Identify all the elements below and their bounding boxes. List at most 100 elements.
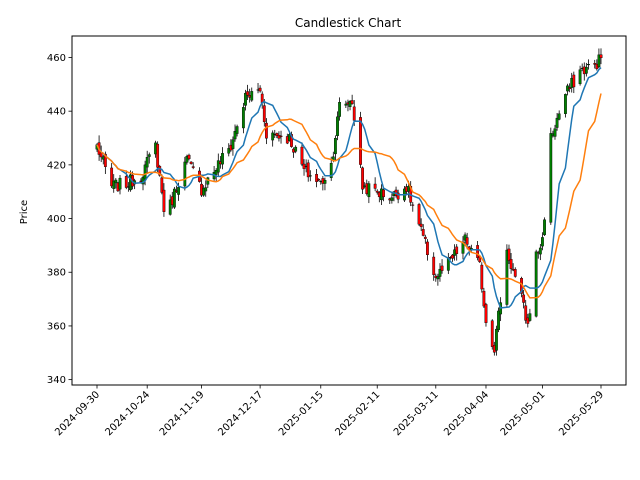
candle-body bbox=[438, 268, 442, 277]
candle-body bbox=[451, 254, 454, 259]
candle-body bbox=[513, 269, 517, 277]
candle-body bbox=[375, 190, 379, 193]
candle-body bbox=[344, 103, 348, 106]
candle-body bbox=[334, 138, 337, 155]
x-tick-label: 2024-10-24 bbox=[103, 389, 152, 438]
long-moving-average-line bbox=[96, 93, 602, 299]
candle-body bbox=[522, 294, 526, 303]
candle-body bbox=[235, 126, 239, 134]
candle-body bbox=[455, 246, 459, 254]
candle-body bbox=[300, 146, 304, 165]
candle-body bbox=[348, 101, 352, 108]
candle-body bbox=[214, 170, 218, 175]
candle-body bbox=[421, 229, 425, 236]
candle-body bbox=[509, 259, 513, 269]
candle-body bbox=[338, 102, 341, 117]
candle-body bbox=[221, 153, 224, 165]
candle-body bbox=[390, 197, 394, 201]
candle-body bbox=[599, 54, 603, 59]
candle-body bbox=[145, 157, 149, 168]
candle-body bbox=[185, 156, 189, 163]
y-axis: 340 360 380 400 420 440 460 bbox=[47, 53, 72, 386]
candle-body bbox=[258, 87, 262, 92]
candle-body bbox=[541, 237, 544, 247]
candle-body bbox=[294, 146, 298, 152]
candle-body bbox=[476, 245, 480, 258]
candle-body bbox=[279, 135, 283, 137]
candle-body bbox=[227, 148, 231, 154]
x-tick-label: 2025-04-04 bbox=[442, 389, 491, 438]
candle-body bbox=[189, 161, 193, 164]
candle-body bbox=[382, 189, 385, 198]
x-tick-label: 2025-05-29 bbox=[557, 389, 606, 438]
x-tick-label: 2025-01-15 bbox=[277, 389, 326, 438]
candle-body bbox=[114, 179, 118, 184]
candle-body bbox=[264, 122, 268, 139]
candle-body bbox=[246, 91, 249, 96]
y-tick-label: 420 bbox=[47, 160, 66, 171]
candle-body bbox=[396, 192, 400, 200]
candle-body bbox=[507, 248, 511, 261]
candle-body bbox=[168, 199, 172, 215]
x-tick-label: 2025-02-11 bbox=[333, 389, 382, 438]
candle-body bbox=[534, 251, 538, 317]
candle-body bbox=[543, 219, 546, 236]
candle-body bbox=[572, 74, 576, 88]
x-tick-label: 2024-09-30 bbox=[53, 389, 102, 438]
moving-average-lines bbox=[96, 67, 602, 309]
candle-body bbox=[147, 154, 151, 157]
candle-body bbox=[482, 290, 486, 307]
x-axis: 2024-09-30 2024-10-24 2024-11-19 2024-12-17… bbox=[53, 385, 606, 438]
candle-body bbox=[124, 176, 128, 188]
candle-body bbox=[233, 131, 237, 140]
y-tick-label: 440 bbox=[47, 107, 66, 118]
candle-body bbox=[484, 304, 488, 323]
candle-body bbox=[118, 177, 122, 190]
candle-body bbox=[352, 106, 356, 121]
candle-body bbox=[524, 305, 528, 321]
candle-body bbox=[317, 178, 321, 181]
candle-body bbox=[323, 180, 327, 184]
candle-body bbox=[419, 223, 423, 227]
candle-body bbox=[262, 105, 266, 123]
candle-body bbox=[216, 160, 220, 173]
candle-body bbox=[361, 167, 364, 190]
candle-body bbox=[329, 163, 333, 178]
candle-body bbox=[241, 107, 245, 129]
candle-body bbox=[112, 180, 116, 189]
short-moving-average-line bbox=[96, 67, 602, 309]
candle-body bbox=[564, 94, 567, 114]
candle-body bbox=[308, 175, 312, 177]
y-tick-label: 360 bbox=[47, 321, 66, 332]
y-tick-label: 460 bbox=[47, 53, 66, 64]
y-tick-label: 400 bbox=[47, 214, 66, 225]
candle-body bbox=[597, 54, 601, 68]
candle-body bbox=[359, 117, 362, 165]
candle-body bbox=[367, 183, 371, 198]
candle-body bbox=[231, 139, 235, 149]
candle-body bbox=[244, 92, 247, 106]
candle-body bbox=[250, 91, 254, 101]
candle-body bbox=[158, 166, 162, 176]
y-tick-label: 340 bbox=[47, 375, 66, 386]
candle-body bbox=[578, 69, 582, 85]
candle-body bbox=[315, 174, 318, 182]
candle-body bbox=[584, 66, 588, 74]
candle-body bbox=[538, 247, 542, 255]
candle-body bbox=[505, 249, 509, 305]
candle-body bbox=[204, 187, 208, 192]
chart-title: Candlestick Chart bbox=[295, 16, 402, 30]
candle-body bbox=[187, 154, 191, 160]
candle-body bbox=[557, 113, 561, 120]
candle-body bbox=[306, 162, 310, 178]
candle-body bbox=[528, 313, 532, 321]
candle-body bbox=[549, 133, 553, 223]
x-tick-label: 2025-03-11 bbox=[392, 389, 441, 438]
candle-body bbox=[110, 167, 114, 187]
candle-body bbox=[465, 237, 469, 245]
candle-body bbox=[497, 310, 500, 330]
candle-body bbox=[553, 128, 557, 137]
candle-body bbox=[160, 177, 164, 193]
candle-body bbox=[141, 176, 145, 185]
